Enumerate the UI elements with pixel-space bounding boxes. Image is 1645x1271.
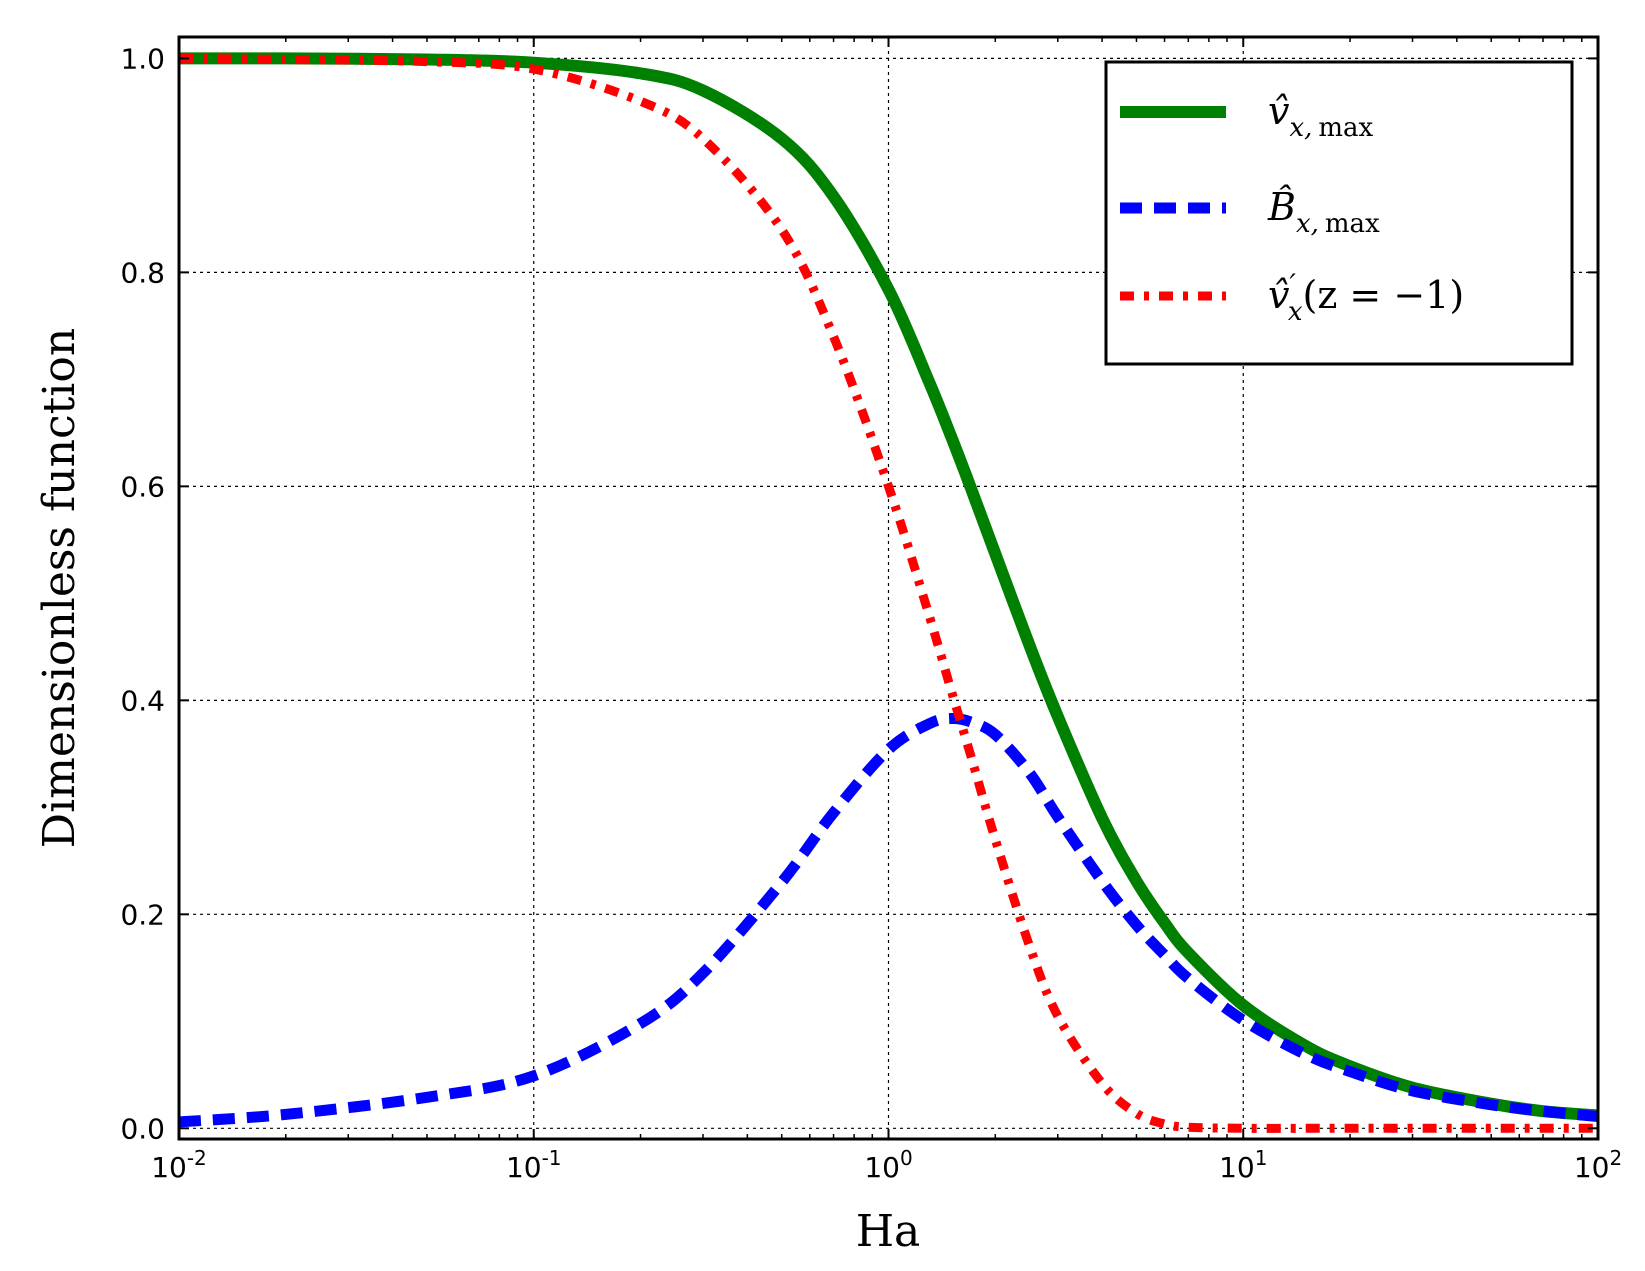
legend-label-B_x_max: B̂x, max <box>1267 185 1380 239</box>
y-tick-label: 0.0 <box>120 1112 165 1145</box>
y-tick-label: 0.8 <box>120 256 165 289</box>
legend-label-v_x_max: v̂x, max <box>1268 89 1374 143</box>
series-line-v_x_prime_z_minus_1 <box>179 53 1598 1133</box>
legend-label-v_x_prime_z_minus_1: v̂′ x(z = −1) <box>1268 268 1464 327</box>
series-line-B_x_max <box>179 712 1598 1128</box>
y-axis-title: Dimensionless function <box>34 328 85 848</box>
x-axis-title: Ha <box>856 1206 921 1257</box>
y-tick-label: 0.6 <box>120 470 165 503</box>
y-tick-label: 0.2 <box>120 898 165 931</box>
x-tick-label: 10-1 <box>506 1146 562 1184</box>
x-tick-label: 10-2 <box>151 1146 207 1184</box>
legend: v̂x, max B̂x, max v̂′ x(z = −1) <box>1104 60 1574 366</box>
y-tick-label: 1.0 <box>120 42 165 75</box>
series-layer <box>179 52 1598 1133</box>
x-tick-label: 100 <box>864 1146 912 1184</box>
y-tick-label: 0.4 <box>120 684 165 717</box>
ticks: 10-2 10-1 100 101 102 0.0 0.2 0.4 0.6 0.8 1.0 <box>120 37 1622 1184</box>
x-tick-label: 102 <box>1574 1146 1622 1184</box>
series-line-v_x_max <box>179 52 1598 1122</box>
x-tick-label: 101 <box>1219 1146 1267 1184</box>
